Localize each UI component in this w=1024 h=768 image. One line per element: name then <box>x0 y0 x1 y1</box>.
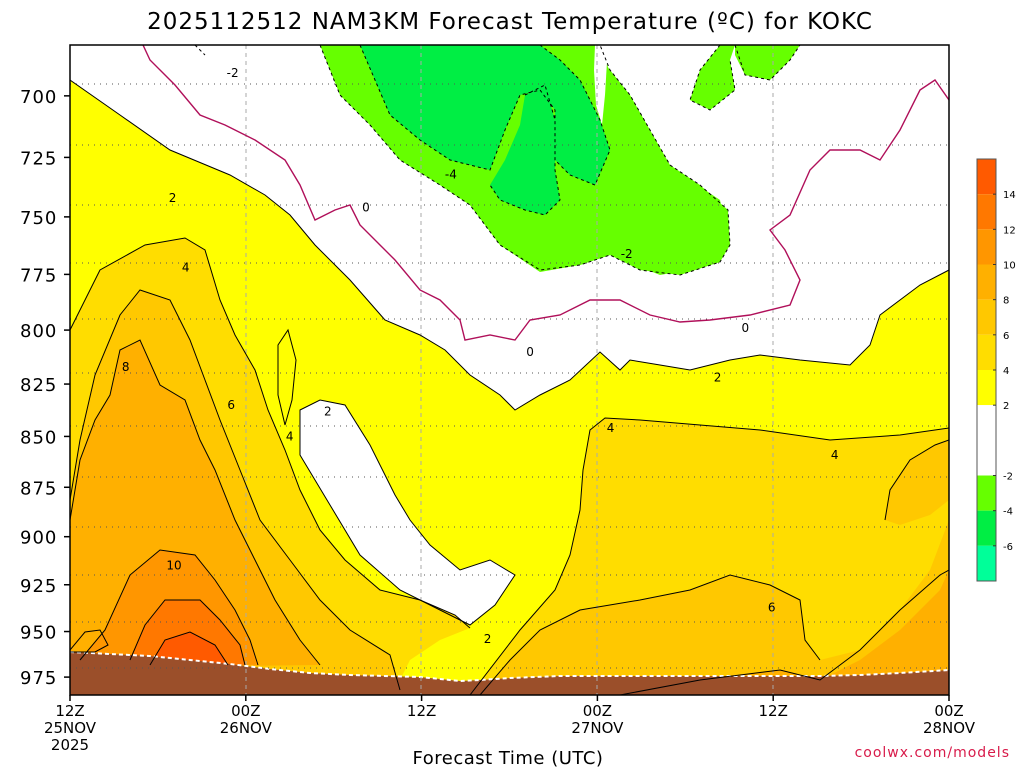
x-tick-label-5-2: 28NOV <box>923 719 976 737</box>
colorbar-tick-label-3: 8 <box>1003 296 1009 307</box>
colorbar-bin-6 <box>977 370 996 406</box>
fill-orange-8-10-right <box>620 570 949 695</box>
colorbar-tick-label-4: 6 <box>1003 331 1009 342</box>
contour-label-14: 6 <box>227 398 235 412</box>
contour-two-pocket <box>299 399 516 626</box>
colorbar-bin-3 <box>977 264 996 300</box>
contour-minus4 <box>359 45 611 216</box>
y-tick-label-900: 900 <box>20 528 57 549</box>
colorbar-tick-label-9: -6 <box>1003 542 1013 553</box>
contour-label-5: 0 <box>742 321 750 335</box>
contour-twelve <box>129 599 246 666</box>
contour-four-island <box>277 328 297 426</box>
colorbar-bin-1 <box>977 194 996 230</box>
contour-fourteen <box>149 631 229 666</box>
contour-label-4: 0 <box>526 345 534 359</box>
y-tick-label-850: 850 <box>20 427 57 448</box>
contour-ten <box>79 549 259 666</box>
colorbar-bin-4 <box>977 299 996 335</box>
contour-label-12: 4 <box>607 421 615 435</box>
fill-orange-6-8-right <box>480 520 949 695</box>
colorbar-tick-label-5: 4 <box>1003 366 1009 377</box>
colorbar-tick-label-2: 10 <box>1003 261 1016 272</box>
x-tick-label-4-1: 12Z <box>759 702 788 720</box>
colorbar-bin-2 <box>977 229 996 265</box>
y-tick-label-775: 775 <box>20 265 57 286</box>
colorbar-bin-5 <box>977 334 996 370</box>
x-tick-label-1-2: 26NOV <box>220 719 273 737</box>
fill-green-minus4 <box>490 85 560 215</box>
contour-label-15: 6 <box>768 600 776 614</box>
colorbar-bin-8 <box>977 475 996 511</box>
temperature-field: -2 -4 -2 0 0 0 2 2 2 2 4 4 4 4 6 6 8 10 <box>70 45 949 695</box>
contour-label-10: 4 <box>182 261 190 275</box>
contour-label-11: 4 <box>286 429 294 443</box>
colorbar-tick-label-7: -2 <box>1003 472 1013 483</box>
y-tick-label-800: 800 <box>20 321 57 342</box>
x-tick-label-0-3: 2025 <box>51 736 89 754</box>
chart-title: 2025112512 NAM3KM Forecast Temperature (… <box>147 9 873 35</box>
contour-four <box>70 237 949 695</box>
colorbar-tick-label-0: 14 <box>1003 190 1016 201</box>
colorbar-tick-label-6: 2 <box>1003 401 1009 412</box>
x-tick-label-3-1: 00Z <box>583 702 612 720</box>
x-tick-label-1-1: 00Z <box>231 702 260 720</box>
fill-green-minus4-b <box>360 45 610 185</box>
x-tick-label-2-1: 12Z <box>407 702 436 720</box>
colorbar-tick-label-8: -4 <box>1003 507 1013 518</box>
terrain <box>70 652 949 695</box>
colorbar-bin-7 <box>977 405 996 476</box>
colorbar-bin-9 <box>977 510 996 546</box>
contour-minus2 <box>194 45 801 276</box>
y-tick-label-700: 700 <box>20 87 57 108</box>
y-tick-label-750: 750 <box>20 208 57 229</box>
contour-label-9: 2 <box>484 632 492 646</box>
y-tick-label-950: 950 <box>20 623 57 644</box>
contour-eight <box>70 339 949 695</box>
plot-frame <box>69 44 950 696</box>
x-axis-label: Forecast Time (UTC) <box>413 748 604 768</box>
fill-white-pocket <box>300 400 515 625</box>
fill-orange-6-8-upper-right <box>885 440 949 525</box>
colorbar-bin-10 <box>977 545 996 581</box>
y-tick-label-825: 825 <box>20 375 57 396</box>
contour-label-13: 4 <box>831 448 839 462</box>
credit-text: coolwx.com/models <box>855 745 1010 761</box>
x-tick-label-5-1: 00Z <box>934 702 963 720</box>
contour-labels: -2 -4 -2 0 0 0 2 2 2 2 4 4 4 4 6 6 8 10 <box>122 66 839 646</box>
colorbar: 14 12 10 8 6 4 2 -2 -4 -6 <box>976 158 1016 582</box>
contour-two <box>70 79 949 411</box>
contour-six <box>70 289 949 695</box>
colorbar-tick-label-1: 12 <box>1003 225 1016 236</box>
fill-orange-14-16 <box>150 632 228 665</box>
x-tick-label-0-2: 25NOV <box>44 719 97 737</box>
contour-label-16: 8 <box>122 360 130 374</box>
contour-label-6: 2 <box>169 191 177 205</box>
y-axis: 700 725 750 775 800 825 850 875 900 925 950 975 <box>20 87 70 689</box>
y-tick-label-875: 875 <box>20 478 57 499</box>
contour-label-8: 2 <box>714 371 722 385</box>
x-tick-label-0-1: 12Z <box>55 702 84 720</box>
contour-label-2: -2 <box>621 247 633 261</box>
contour-label-17: 10 <box>166 559 181 573</box>
contour-label-7: 2 <box>324 404 332 418</box>
contour-label-1: -4 <box>445 167 457 181</box>
y-tick-label-925: 925 <box>20 576 57 597</box>
y-tick-label-975: 975 <box>20 668 57 689</box>
contour-small-lowleft <box>70 629 109 653</box>
contour-zero <box>142 45 949 341</box>
contour-label-0: -2 <box>227 66 239 80</box>
colorbar-bin-0 <box>977 159 996 195</box>
x-tick-label-3-2: 27NOV <box>571 719 624 737</box>
y-tick-label-725: 725 <box>20 148 57 169</box>
surface-line <box>70 651 949 683</box>
contour-label-3: 0 <box>362 200 370 214</box>
